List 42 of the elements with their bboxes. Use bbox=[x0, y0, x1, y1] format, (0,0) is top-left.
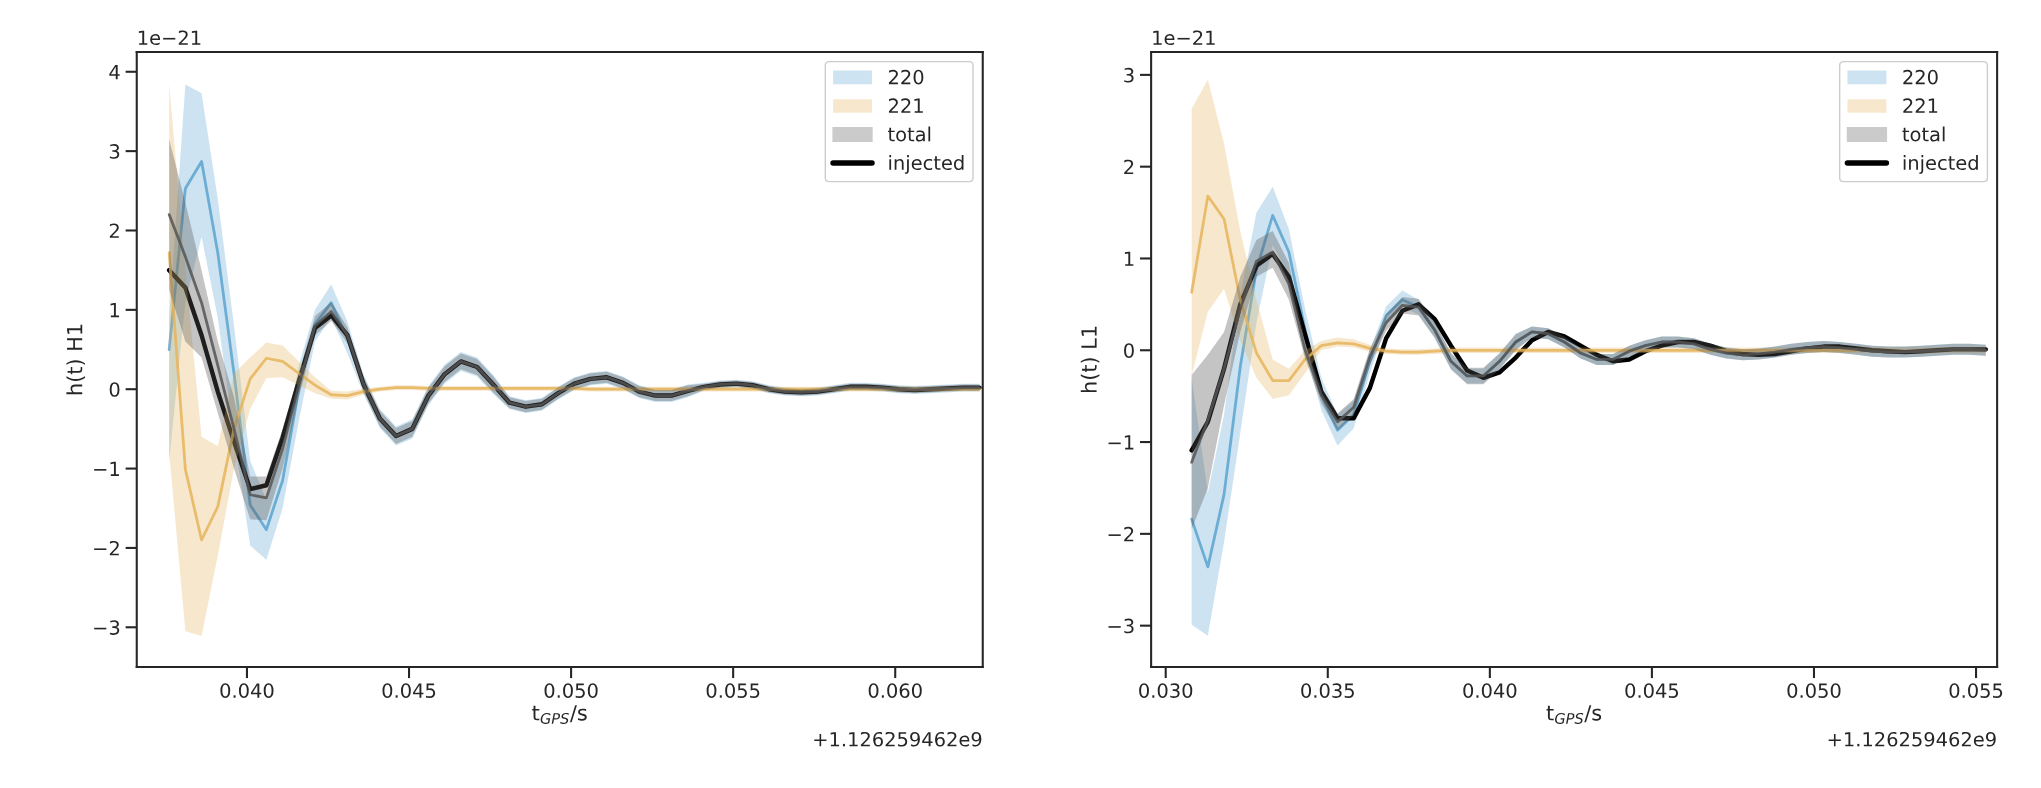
y-tick-label: −1 bbox=[94, 461, 119, 476]
y-tick-label: 1 bbox=[110, 303, 119, 318]
y-axis-title: h(t) L1 bbox=[1080, 326, 1100, 393]
legend-label: 220 bbox=[1903, 69, 1938, 85]
x-tick-label: 0.050 bbox=[1787, 683, 1841, 698]
x-tick-label: 0.040 bbox=[1463, 683, 1517, 698]
legend-label: 221 bbox=[1903, 98, 1938, 113]
legend-label: injected bbox=[889, 155, 964, 174]
x-tick-label: 0.045 bbox=[1625, 683, 1679, 698]
x-tick-label: 0.055 bbox=[706, 683, 760, 698]
x-tick-label: 0.030 bbox=[1139, 683, 1193, 698]
y-tick-label: 4 bbox=[109, 64, 120, 80]
y-tick-label: −2 bbox=[94, 540, 119, 556]
text: +1.126259462e9 bbox=[1828, 731, 1996, 747]
y-tick-label: −3 bbox=[94, 620, 120, 635]
y-axis-title: h(t) H1 bbox=[66, 324, 85, 395]
legend-label: 221 bbox=[888, 98, 923, 113]
legend-label: 220 bbox=[888, 69, 924, 85]
y-tick-label: 0 bbox=[109, 382, 120, 397]
y-tick-label: 0 bbox=[1124, 343, 1134, 358]
x-axis-title: t$_{GPS}$/s bbox=[532, 705, 587, 724]
legend-label: total bbox=[888, 126, 931, 142]
y-tick-label: 2 bbox=[109, 223, 119, 238]
x-tick-label: 0.045 bbox=[382, 683, 436, 698]
y-tick-label: −3 bbox=[1108, 618, 1134, 634]
y-tick-label: 1 bbox=[1124, 251, 1134, 266]
x-axis-title: t$_{GPS}$/s bbox=[1546, 705, 1602, 724]
x-tick-label: 0.060 bbox=[868, 683, 922, 698]
legend-label: injected bbox=[1903, 155, 1978, 174]
y-tick-label: −2 bbox=[1108, 526, 1134, 542]
x-tick-label: 0.055 bbox=[1949, 683, 2003, 698]
text: 1e−21 bbox=[138, 30, 201, 46]
text: +1.126259462e9 bbox=[814, 731, 982, 747]
y-tick-label: −1 bbox=[1108, 435, 1134, 450]
y-tick-label: 2 bbox=[1124, 159, 1134, 175]
text: 1e−21 bbox=[1153, 30, 1215, 46]
x-tick-label: 0.050 bbox=[544, 683, 598, 698]
y-tick-label: 3 bbox=[109, 144, 120, 159]
x-tick-label: 0.040 bbox=[220, 683, 274, 698]
legend-label: total bbox=[1902, 126, 1945, 142]
x-tick-label: 0.035 bbox=[1301, 683, 1354, 698]
y-tick-label: 3 bbox=[1124, 67, 1134, 83]
